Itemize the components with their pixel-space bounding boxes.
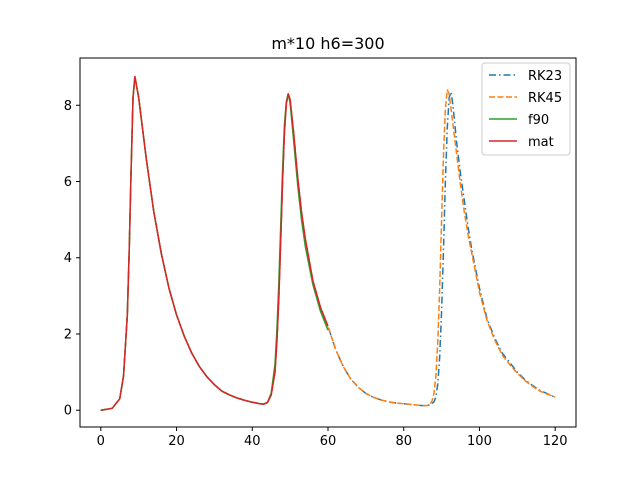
legend-label-f90: f90 xyxy=(528,113,549,128)
x-tick-label: 0 xyxy=(97,434,105,449)
y-tick-label: 2 xyxy=(64,327,72,342)
legend-box xyxy=(481,62,571,156)
y-tick-label: 6 xyxy=(64,175,72,190)
x-tick-label: 60 xyxy=(320,434,337,449)
legend: RK23 RK45 f90 mat xyxy=(481,62,571,156)
y-tick-label: 8 xyxy=(64,99,72,114)
legend-label-rk45: RK45 xyxy=(528,91,562,106)
legend-label-mat: mat xyxy=(528,135,554,150)
x-tick-label: 120 xyxy=(543,434,568,449)
x-tick-label: 40 xyxy=(244,434,261,449)
y-tick-label: 0 xyxy=(64,404,72,419)
x-tick-label: 100 xyxy=(467,434,492,449)
y-tick-label: 4 xyxy=(64,251,72,266)
chart-title: m*10 h6=300 xyxy=(271,34,384,53)
x-tick-label: 20 xyxy=(168,434,185,449)
x-tick-label: 80 xyxy=(395,434,412,449)
x-axis: 0 20 40 60 80 100 120 xyxy=(97,427,568,449)
series-line-mat xyxy=(100,75,329,411)
y-axis: 0 2 4 6 8 xyxy=(64,99,80,419)
legend-label-rk23: RK23 xyxy=(528,69,562,84)
